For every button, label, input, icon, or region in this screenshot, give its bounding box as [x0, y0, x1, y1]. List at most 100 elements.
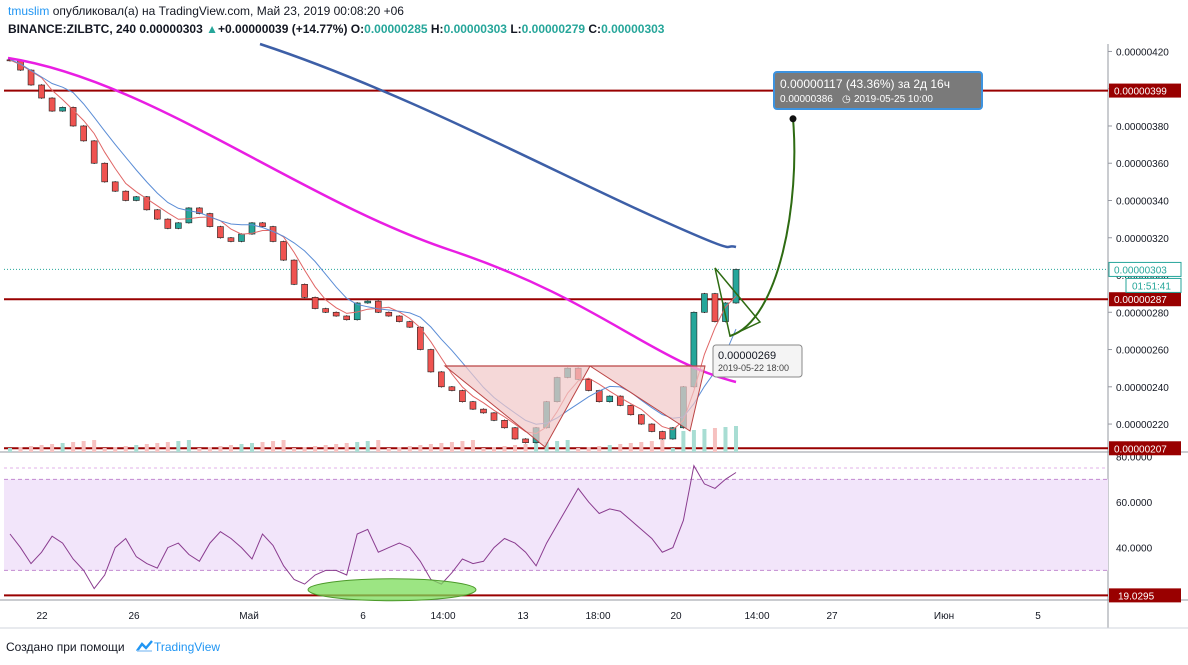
- volume-bar: [428, 444, 433, 452]
- price-tick-label: 0.00000240: [1116, 383, 1169, 394]
- price-tick-label: 0.00000280: [1116, 308, 1169, 319]
- rsi-band: [4, 479, 1108, 571]
- time-tick-label: 27: [826, 611, 838, 622]
- candle-body: [711, 293, 719, 322]
- level-price-label: 0.00000207: [1114, 444, 1167, 455]
- volume-bar: [597, 446, 602, 452]
- symbol-label: BINANCE:ZILBTC, 240: [8, 22, 137, 36]
- volume-bar: [355, 442, 360, 452]
- volume-bar: [60, 443, 65, 452]
- volume-bar: [660, 440, 665, 452]
- open-value: 0.00000285: [364, 22, 428, 36]
- tradingview-logo-icon: [136, 640, 153, 652]
- volume-bar: [123, 446, 128, 452]
- time-tick-label: 6: [360, 611, 366, 622]
- author-link[interactable]: tmuslim: [8, 4, 50, 18]
- price-tick-label: 0.00000320: [1116, 234, 1169, 245]
- candle-body: [480, 408, 487, 414]
- candle-body: [701, 293, 708, 313]
- target-callout-box: [773, 71, 983, 110]
- candle-body: [290, 259, 298, 285]
- high-value: 0.00000303: [443, 22, 507, 36]
- time-tick-label: 14:00: [430, 611, 455, 622]
- volume-bar: [313, 446, 318, 452]
- candle-body: [396, 315, 403, 322]
- candle-body: [448, 386, 456, 391]
- origin-callout-box: [712, 344, 803, 378]
- volume-bar: [555, 441, 560, 452]
- volume-bar: [460, 441, 465, 452]
- volume-bar: [397, 447, 402, 452]
- volume-bar: [470, 440, 475, 452]
- triangle-up-icon: ▲: [206, 22, 218, 36]
- volume-bar: [102, 448, 107, 452]
- time-tick-label: 26: [128, 611, 140, 622]
- candle-body: [406, 321, 414, 328]
- volume-bar: [18, 447, 23, 452]
- volume-bar: [323, 445, 328, 452]
- open-label: O:: [350, 22, 365, 36]
- time-tick-label: 20: [670, 611, 682, 622]
- rsi-tick-label: 40.0000: [1116, 544, 1153, 555]
- candle-body: [101, 162, 108, 183]
- volume-bar: [544, 442, 549, 452]
- candle-body: [90, 140, 98, 164]
- price-tick-label: 0.00000380: [1116, 122, 1169, 133]
- candle-body: [627, 405, 635, 416]
- level-price-label: 0.00000399: [1114, 87, 1167, 98]
- price-tick-label: 0.00000420: [1116, 47, 1169, 58]
- volume-bar: [723, 427, 728, 452]
- level-price-badge: [1109, 292, 1181, 307]
- volume-bar: [702, 429, 707, 452]
- volume-bar: [618, 444, 623, 452]
- candle-body: [227, 237, 235, 242]
- price-tick-label: 0.00000220: [1116, 420, 1169, 431]
- candle-body: [280, 241, 287, 261]
- volume-bar: [197, 448, 202, 452]
- volume-bar: [586, 447, 591, 452]
- clock-icon: ◷: [842, 94, 851, 105]
- volume-bar: [165, 442, 170, 452]
- price-tick-label: 0.00000260: [1116, 346, 1169, 357]
- rsi-level-label: 19.0295: [1118, 591, 1155, 602]
- rsi-tick-label: 60.0000: [1116, 498, 1153, 509]
- candle-body: [164, 218, 172, 229]
- high-label: H:: [430, 22, 444, 36]
- volume-bar: [670, 448, 675, 452]
- candle-body: [122, 190, 130, 201]
- candle-body: [322, 308, 329, 313]
- volume-bar: [302, 447, 307, 452]
- candle-body: [175, 222, 182, 229]
- volume-bar: [649, 441, 654, 452]
- volume-bar: [691, 430, 696, 452]
- candle-body: [638, 414, 645, 425]
- symbol-legend: BINANCE:ZILBTC, 240 0.00000303 ▲+0.00000…: [8, 22, 664, 36]
- time-tick-label: 5: [1035, 611, 1041, 622]
- volume-bar: [628, 443, 633, 452]
- candle-body: [332, 311, 340, 317]
- candle-body: [248, 222, 256, 235]
- close-value: 0.00000303: [601, 22, 665, 36]
- level-price-label: 0.00000287: [1114, 295, 1167, 306]
- volume-bar: [134, 445, 139, 452]
- candle-body: [427, 349, 435, 373]
- candle-body: [111, 181, 119, 192]
- candle-body: [522, 438, 529, 443]
- candle-body: [385, 311, 393, 317]
- breakout-triangle: [714, 267, 762, 338]
- ma-long-line: [259, 42, 737, 249]
- tradingview-brand[interactable]: TradingView: [154, 640, 221, 654]
- candle-body: [364, 300, 372, 304]
- candle-body: [438, 371, 445, 388]
- candle-body: [143, 196, 151, 211]
- publish-text: опубликовал(а) на TradingView.com, Май 2…: [52, 4, 404, 18]
- volume-bar: [386, 448, 391, 452]
- volume-bar: [513, 445, 518, 452]
- publish-info: tmuslim опубликовал(а) на TradingView.co…: [8, 4, 404, 18]
- origin-callout-price: 0.00000269: [718, 350, 776, 362]
- ema-fast-line: [9, 59, 737, 435]
- candle-body: [616, 395, 624, 406]
- volume-bar: [29, 446, 34, 452]
